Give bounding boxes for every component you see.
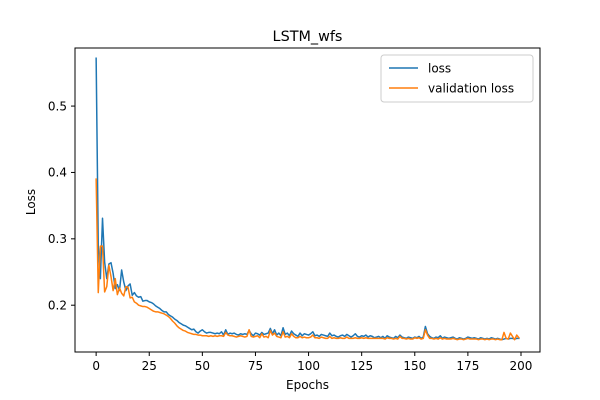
series-line-loss — [95, 57, 520, 341]
y-tick-label: 0.5 — [48, 99, 67, 113]
axes-frame — [74, 47, 541, 353]
series-line-validation-loss — [95, 178, 520, 341]
y-tick-label: 0.2 — [48, 298, 67, 312]
x-tick-label: 50 — [195, 359, 210, 373]
x-tick-label: 150 — [403, 359, 426, 373]
x-tick-label: 75 — [248, 359, 263, 373]
x-tick-label: 200 — [510, 359, 533, 373]
x-tick-label: 125 — [350, 359, 373, 373]
x-tick-label: 25 — [142, 359, 157, 373]
x-tick-label: 100 — [297, 359, 320, 373]
x-tick-label: 0 — [92, 359, 100, 373]
axes-layer: 0 25 50 75 100 125 150 175 200 0.2 0.3 0.4 0.5 — [48, 47, 541, 373]
y-axis-label: Loss — [24, 189, 38, 215]
plot-area: 0 25 50 75 100 125 150 175 200 0.2 0.3 0.4 0.5 — [48, 47, 541, 373]
legend-box — [380, 54, 534, 103]
chart-title: LSTM_wfs — [273, 29, 343, 45]
series-layer — [95, 57, 520, 341]
x-tick-label: 175 — [456, 359, 479, 373]
x-axis-label: Epochs — [286, 378, 329, 392]
legend-label-loss: loss — [428, 62, 451, 76]
legend: loss validation loss — [380, 54, 534, 103]
legend-label-validation-loss: validation loss — [428, 82, 514, 96]
y-tick-label: 0.3 — [48, 232, 67, 246]
y-tick-label: 0.4 — [48, 166, 67, 180]
